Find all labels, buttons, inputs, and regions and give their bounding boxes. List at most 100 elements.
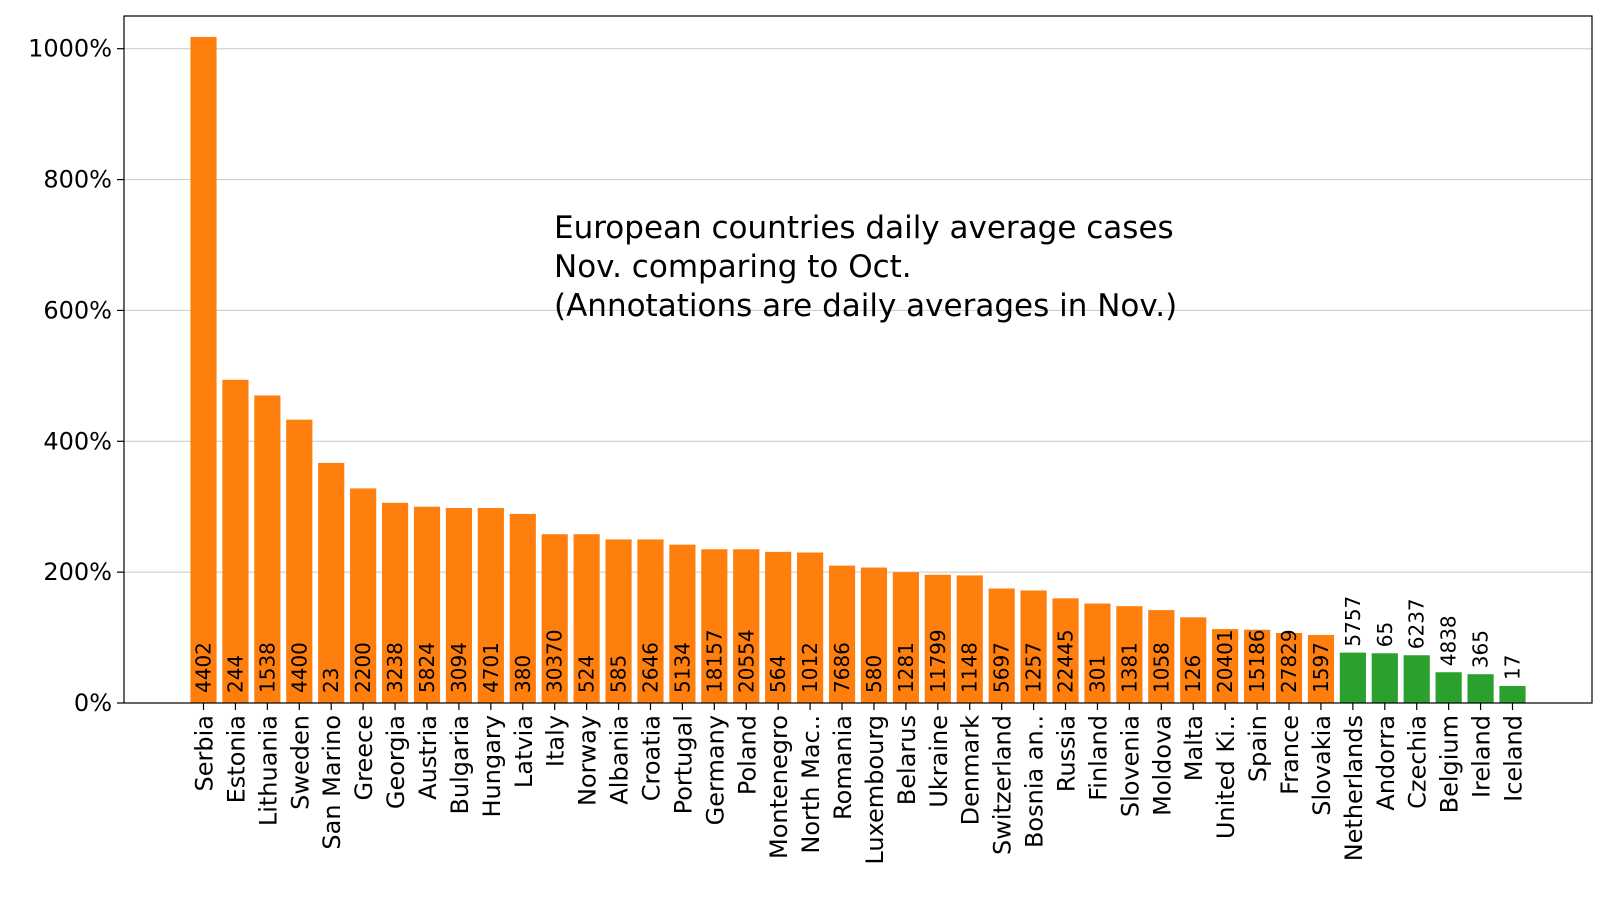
x-tick-label: Serbia (191, 715, 219, 791)
x-tick-label: Spain (1244, 715, 1272, 782)
bar-annotations: 4402 244 1538 4400 23 2200 3238 5824 3094 4701 380… (192, 596, 1525, 693)
bar-annotation: 1538 (255, 642, 279, 693)
x-tick-label: Switzerland (989, 715, 1017, 855)
bar (1084, 603, 1111, 703)
x-tick-label: Latvia (510, 715, 538, 788)
bar-annotation: 22445 (1054, 629, 1078, 693)
bar-annotation: 15186 (1245, 629, 1269, 693)
bar (1467, 674, 1494, 703)
title-line: (Annotations are daily averages in Nov.) (554, 288, 1177, 324)
bar-annotation: 524 (575, 655, 599, 693)
bar-annotation: 17 (1501, 655, 1525, 680)
x-tick-label: Italy (542, 715, 570, 767)
x-axis: Serbia Estonia Lithuania Sweden San Marino Gr… (191, 703, 1528, 865)
bar (222, 379, 249, 703)
bar (1499, 685, 1526, 703)
bars (190, 36, 1526, 704)
x-tick-label: Sweden (286, 715, 314, 810)
bar (541, 534, 568, 703)
x-tick-label: Andorra (1372, 715, 1400, 811)
bar (445, 508, 473, 703)
bar-annotation: 2200 (351, 642, 375, 693)
bar-annotation: 2646 (638, 642, 662, 693)
bar-annotation: 1012 (798, 642, 822, 693)
bar-annotation: 6237 (1405, 598, 1429, 649)
x-tick-label: Slovenia (1116, 715, 1144, 817)
bar-annotation: 5824 (415, 642, 439, 693)
bar (924, 574, 951, 703)
bar (1148, 610, 1175, 703)
bar (573, 534, 600, 703)
title-line: European countries daily average cases (554, 210, 1174, 246)
bar (1243, 629, 1271, 703)
x-tick-label: Ukraine (925, 715, 953, 808)
chart-title: European countries daily average casesNo… (554, 210, 1177, 324)
bar (413, 506, 441, 703)
bar-annotation: 65 (1373, 622, 1397, 647)
bar-annotation: 5757 (1341, 596, 1365, 647)
bar (1371, 653, 1398, 703)
bar (860, 567, 888, 703)
bar (318, 462, 345, 703)
bar (701, 549, 728, 703)
x-tick-label: San Marino (318, 715, 346, 850)
bar (797, 552, 824, 703)
bar (1403, 655, 1430, 703)
x-tick-label: Hungary (478, 715, 506, 817)
x-tick-label: Germany (701, 715, 729, 825)
bar-annotation: 564 (766, 655, 790, 693)
bar-annotation: 30370 (543, 629, 567, 693)
bar (765, 551, 792, 703)
x-tick-label: Finland (1084, 715, 1112, 801)
bar (1116, 606, 1143, 703)
bar-annotation: 5697 (990, 642, 1014, 693)
x-tick-label: Denmark (957, 715, 985, 825)
bar (669, 544, 696, 703)
bar (254, 395, 281, 703)
bar-annotation: 1148 (958, 642, 982, 693)
bar (892, 572, 919, 703)
bar (1212, 629, 1239, 703)
y-tick-label: 0% (74, 689, 112, 717)
bar (190, 36, 217, 704)
x-tick-label: Croatia (637, 715, 665, 801)
x-tick-label: Poland (733, 715, 761, 795)
x-tick-label: Norway (574, 715, 602, 806)
bar-annotation: 1597 (1309, 642, 1333, 693)
bar (956, 575, 983, 703)
x-tick-label: Austria (414, 715, 442, 800)
bar (637, 539, 664, 703)
bar-annotation: 3238 (383, 642, 407, 693)
x-tick-label: Montenegro (765, 715, 793, 859)
bar (1339, 652, 1366, 703)
bar-annotation: 27829 (1277, 629, 1301, 693)
x-tick-label: North Mac.. (797, 715, 825, 854)
bar (509, 513, 536, 703)
bar-annotation: 1381 (1117, 642, 1141, 693)
y-tick-label: 600% (43, 296, 112, 324)
bar-annotation: 4400 (287, 642, 311, 693)
x-tick-label: Romania (829, 715, 857, 820)
x-tick-label: Belarus (893, 715, 921, 805)
bar-annotation: 126 (1181, 655, 1205, 693)
x-tick-label: United Ki.. (1212, 715, 1240, 839)
bar (477, 508, 504, 703)
x-tick-label: Netherlands (1340, 715, 1368, 861)
x-tick-label: Iceland (1500, 715, 1528, 802)
bar (381, 502, 409, 703)
x-tick-label: Portugal (669, 715, 697, 814)
x-tick-label: Estonia (222, 715, 250, 803)
bar (1435, 672, 1462, 703)
y-axis: 0% 200% 400% 600% 800% 1000% (28, 35, 124, 717)
bar-annotation: 20554 (734, 629, 758, 693)
x-tick-label: Lithuania (254, 715, 282, 826)
x-tick-label: Malta (1180, 715, 1208, 781)
x-tick-label: Russia (1053, 715, 1081, 792)
bar (1307, 634, 1335, 703)
bar-annotation: 1257 (1022, 642, 1046, 693)
x-tick-label: Bulgaria (446, 715, 474, 815)
bar-annotation: 20401 (1213, 629, 1237, 693)
title-line: Nov. comparing to Oct. (554, 249, 912, 285)
bar (605, 539, 632, 703)
